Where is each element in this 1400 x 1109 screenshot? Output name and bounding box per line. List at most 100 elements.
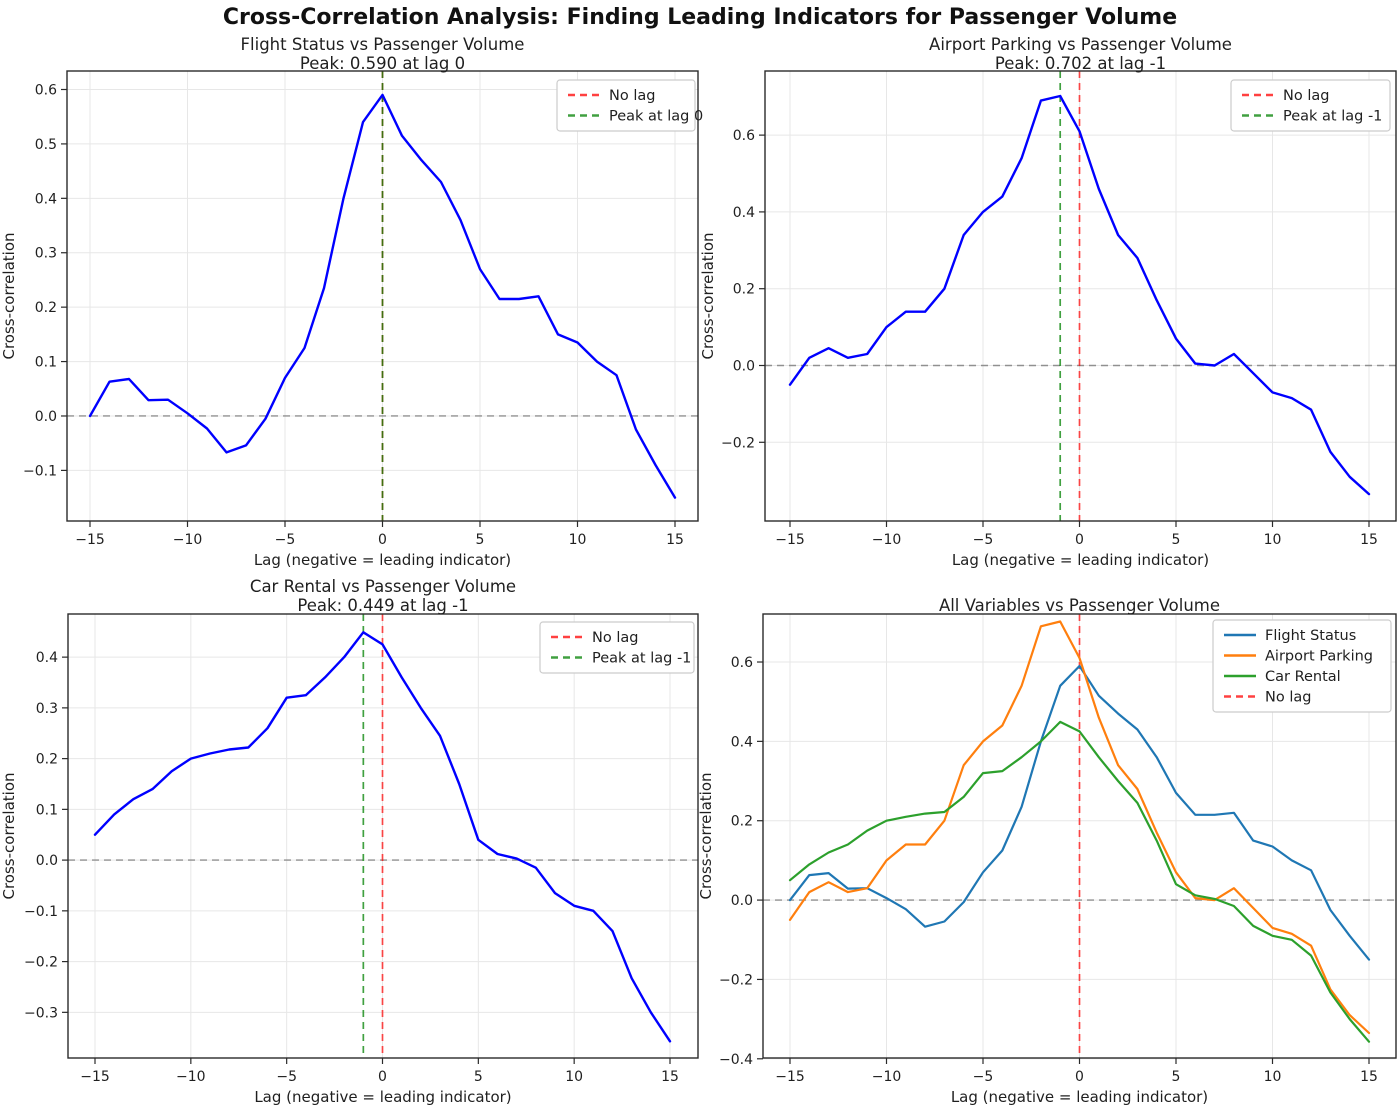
- y-tick-label: 0.4: [35, 191, 57, 207]
- x-tick-label: 15: [1360, 532, 1378, 548]
- x-tick-label: 15: [661, 1069, 679, 1085]
- legend-label: Car Rental: [1265, 669, 1341, 685]
- y-tick-label: −0.1: [24, 904, 58, 920]
- chart-title: Car Rental vs Passenger Volume: [250, 577, 516, 596]
- legend-box: [556, 79, 696, 132]
- x-tick-label: −5: [275, 532, 296, 548]
- chart-flight-status: −15 −10 −5 0 5 10 15 0.6 0.5 0.4 0.3 0.2 0.1 0.0 −0.1 F…: [0, 35, 703, 569]
- tick-marks: [62, 656, 671, 1064]
- legend-label: No lag: [1265, 690, 1311, 706]
- x-tick-label: 10: [1264, 532, 1282, 548]
- x-tick-label: 0: [1075, 532, 1084, 548]
- x-tick-label: 0: [378, 532, 387, 548]
- x-tick-label: 10: [569, 532, 587, 548]
- legend: No lag Peak at lag -1: [1230, 79, 1391, 132]
- axes-spines: [764, 70, 1397, 522]
- x-tick-label: 0: [378, 1069, 387, 1085]
- y-tick-label: −0.4: [719, 1052, 753, 1068]
- chart-title: Flight Status vs Passenger Volume: [241, 35, 525, 54]
- chart-all-variables: −15 −10 −5 0 5 10 15 0.6 0.4 0.2 0.0 −0.2 −0.4 All Va…: [697, 596, 1397, 1106]
- x-tick-label: −10: [872, 532, 902, 548]
- y-axis-label: Cross-correlation: [699, 232, 717, 359]
- series-flight_status: [788, 664, 1371, 961]
- chart-airport-parking: −15 −10 −5 0 5 10 15 0.6 0.4 0.2 0.0 −0.2 Airport Pa…: [699, 35, 1397, 569]
- y-tick-label: 0.4: [36, 650, 58, 666]
- legend-box: [1230, 79, 1391, 132]
- tick-marks: [61, 88, 676, 527]
- y-tick-label: 0.1: [36, 802, 58, 818]
- y-tick-label: 0.6: [35, 83, 57, 99]
- x-tick-label: 5: [474, 1069, 483, 1085]
- legend-label: Peak at lag -1: [592, 651, 691, 667]
- legend-label: Peak at lag -1: [1283, 109, 1382, 125]
- x-axis-label: Lag (negative = leading indicator): [254, 551, 511, 569]
- legend: No lag Peak at lag -1: [539, 621, 695, 674]
- y-tick-label: 0.3: [36, 701, 58, 717]
- legend-label: No lag: [609, 88, 655, 104]
- y-tick-label: 0.0: [35, 409, 57, 425]
- x-tick-label: −10: [176, 1069, 206, 1085]
- series-airport_parking: [788, 620, 1371, 1035]
- series-flight_status: [88, 93, 677, 499]
- y-tick-label: 0.4: [731, 734, 753, 750]
- x-tick-label: −5: [276, 1069, 297, 1085]
- x-tick-label: −10: [872, 1069, 902, 1085]
- figure-title: Cross-Correlation Analysis: Finding Lead…: [222, 5, 1178, 30]
- chart-title: All Variables vs Passenger Volume: [939, 596, 1220, 615]
- x-tick-label: 5: [476, 532, 485, 548]
- y-tick-label: 0.0: [731, 893, 753, 909]
- y-tick-label: 0.2: [35, 300, 57, 316]
- x-tick-label: 0: [1075, 1069, 1084, 1085]
- y-tick-label: 0.0: [36, 853, 58, 869]
- legend-label: Airport Parking: [1265, 649, 1373, 665]
- x-tick-label: −5: [973, 532, 994, 548]
- chart-car-rental: −15 −10 −5 0 5 10 15 0.4 0.3 0.2 0.1 0.0 −0.1 −0.2 −0.…: [0, 577, 699, 1106]
- tick-marks: [757, 661, 1370, 1064]
- x-tick-label: 10: [1264, 1069, 1282, 1085]
- legend-label: No lag: [1283, 88, 1329, 104]
- plot-area: [765, 71, 1396, 521]
- y-tick-label: 0.2: [36, 752, 58, 768]
- legend-label: Peak at lag 0: [609, 109, 703, 125]
- y-axis-label: Cross-correlation: [0, 772, 18, 899]
- x-tick-label: 5: [1172, 532, 1181, 548]
- x-axis-label: Lag (negative = leading indicator): [254, 1088, 511, 1106]
- y-tick-label: −0.2: [719, 972, 753, 988]
- y-tick-label: −0.1: [23, 463, 57, 479]
- x-axis-label: Lag (negative = leading indicator): [951, 1088, 1208, 1106]
- x-tick-label: 10: [565, 1069, 583, 1085]
- chart-subtitle: Peak: 0.449 at lag -1: [297, 596, 468, 615]
- series-car_rental: [788, 720, 1371, 1043]
- legend-label: No lag: [592, 630, 638, 646]
- y-axis-label: Cross-correlation: [697, 772, 715, 899]
- y-axis-label: Cross-correlation: [0, 232, 18, 359]
- chart-subtitle: Peak: 0.590 at lag 0: [300, 54, 465, 73]
- legend: Flight Status Airport Parking Car Rental No…: [1212, 619, 1392, 713]
- x-tick-label: −15: [75, 532, 105, 548]
- x-tick-label: −15: [775, 532, 805, 548]
- x-tick-label: 15: [1360, 1069, 1378, 1085]
- x-tick-label: −15: [775, 1069, 805, 1085]
- y-tick-label: −0.2: [721, 435, 755, 451]
- chart-subtitle: Peak: 0.702 at lag -1: [995, 54, 1166, 73]
- y-tick-label: 0.0: [733, 358, 755, 374]
- tick-marks: [759, 134, 1370, 527]
- legend-label: Flight Status: [1265, 628, 1356, 644]
- y-tick-label: 0.4: [733, 205, 755, 221]
- y-tick-label: 0.6: [731, 655, 753, 671]
- y-tick-label: 0.6: [733, 128, 755, 144]
- y-tick-label: 0.3: [35, 246, 57, 262]
- x-tick-label: −10: [173, 532, 203, 548]
- y-tick-label: 0.5: [35, 137, 57, 153]
- y-tick-label: 0.2: [733, 282, 755, 298]
- x-tick-label: 15: [666, 532, 684, 548]
- legend-box: [1212, 619, 1392, 713]
- series-airport_parking: [788, 94, 1371, 496]
- y-tick-label: 0.1: [35, 355, 57, 371]
- y-tick-label: −0.3: [24, 1005, 58, 1021]
- y-tick-label: 0.2: [731, 814, 753, 830]
- series-car_rental: [93, 631, 672, 1043]
- x-tick-label: −5: [973, 1069, 994, 1085]
